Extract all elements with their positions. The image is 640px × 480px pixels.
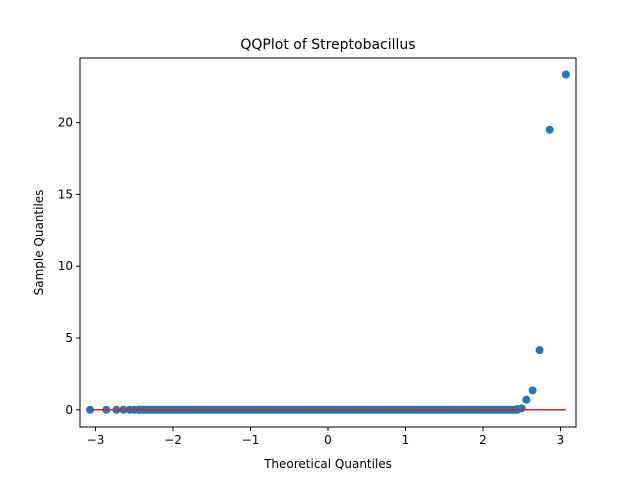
- data-point: [535, 346, 544, 355]
- x-tick-label: 0: [324, 433, 332, 447]
- data-point: [522, 395, 531, 404]
- x-tick-label: −1: [242, 433, 260, 447]
- y-axis: 0 5 10 15 20: [58, 116, 80, 417]
- chart-title: QQPlot of Streptobacillus: [240, 37, 415, 53]
- x-tick-label: −3: [87, 433, 105, 447]
- data-point: [528, 386, 537, 395]
- y-tick-label: 15: [58, 187, 73, 201]
- y-tick-label: 10: [58, 259, 73, 273]
- y-axis-title: Sample Quantiles: [32, 190, 46, 296]
- data-point: [545, 125, 554, 134]
- y-tick-label: 20: [58, 116, 73, 130]
- data-point: [561, 70, 570, 79]
- y-tick-label: 5: [65, 331, 73, 345]
- x-tick-label: 1: [402, 433, 410, 447]
- x-tick-label: 3: [557, 433, 565, 447]
- x-axis-title: Theoretical Quantiles: [263, 457, 392, 471]
- x-tick-label: 2: [479, 433, 487, 447]
- y-tick-label: 0: [65, 403, 73, 417]
- x-axis: −3 −2 −1 0 1 2 3: [87, 427, 565, 447]
- data-point: [517, 404, 526, 413]
- x-tick-label: −2: [164, 433, 182, 447]
- plot-area: [86, 70, 570, 414]
